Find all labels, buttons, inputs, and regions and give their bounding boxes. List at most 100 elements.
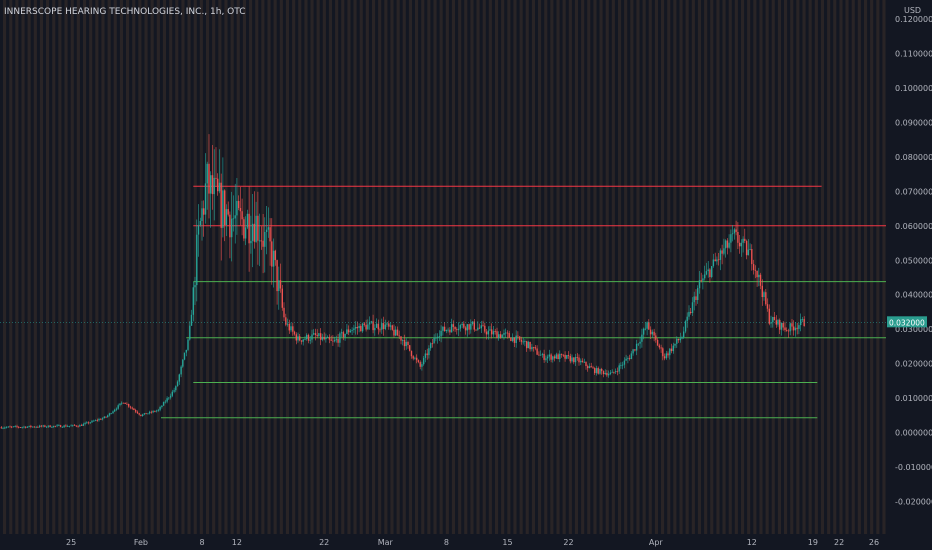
candle-body: [56, 425, 58, 427]
candle-body: [508, 333, 510, 338]
candle-body: [142, 414, 144, 416]
candle-body: [264, 232, 266, 247]
candle-body: [374, 327, 376, 331]
candle-body: [466, 324, 468, 331]
candle-body: [213, 177, 215, 195]
candle-body: [529, 341, 531, 350]
session-band: [679, 0, 683, 534]
session-band: [64, 0, 68, 534]
session-band: [550, 0, 554, 534]
candle-body: [372, 321, 374, 331]
session-band: [169, 0, 173, 534]
candle-body: [86, 422, 88, 424]
time-tick-label: Mar: [378, 538, 394, 547]
candle-body: [377, 323, 379, 330]
candle-body: [135, 410, 137, 412]
candle-body: [26, 426, 29, 428]
candle-body: [197, 225, 200, 235]
candle-body: [110, 413, 112, 415]
candle-body: [257, 215, 259, 241]
session-band: [864, 0, 868, 534]
candle-body: [745, 241, 748, 256]
candle-body: [16, 426, 18, 427]
candle-body: [733, 229, 736, 234]
session-band: [716, 0, 720, 534]
session-band: [267, 0, 271, 534]
horizontal-levels[interactable]: [161, 185, 886, 419]
candle-body: [421, 364, 423, 367]
candle-body: [267, 227, 269, 230]
candle-body: [539, 354, 542, 356]
candle-body: [171, 391, 173, 396]
candle-body: [89, 422, 91, 424]
candle-body: [491, 329, 493, 335]
candle-body: [363, 323, 365, 325]
candle-body: [768, 308, 770, 324]
candle-body: [105, 416, 107, 418]
candle-body: [335, 339, 338, 341]
price-tick-label: 0.120000: [895, 15, 932, 24]
candle-body: [683, 331, 685, 338]
candle-body: [206, 163, 208, 184]
candle-body: [316, 335, 318, 337]
candle-body: [51, 427, 53, 428]
candle-body: [98, 419, 100, 421]
candle-body: [484, 325, 486, 332]
candle-body: [159, 407, 161, 410]
session-band: [581, 0, 585, 534]
candle-body: [360, 326, 362, 332]
session-band: [372, 0, 376, 534]
candle-body: [311, 334, 313, 340]
candle-body: [503, 333, 505, 335]
candle-body: [129, 406, 132, 408]
session-band: [175, 0, 179, 534]
candle-body: [456, 329, 458, 331]
candle-body: [541, 353, 544, 355]
candle-body: [54, 425, 57, 427]
candle-body: [457, 328, 460, 331]
candle-body: [519, 336, 521, 340]
candle-body: [334, 340, 336, 342]
candle-body: [705, 271, 708, 275]
candle-body: [189, 325, 191, 340]
candle-body: [248, 213, 250, 244]
session-band: [427, 0, 431, 534]
candle-body: [164, 401, 166, 403]
candle-body: [224, 190, 226, 226]
candle-body: [543, 353, 545, 360]
candle-body: [40, 425, 43, 427]
candle-body: [75, 425, 77, 427]
candle-body: [461, 323, 463, 326]
candle-body: [737, 232, 739, 243]
candle-body: [718, 259, 720, 261]
session-band: [642, 0, 646, 534]
candle-body: [126, 403, 128, 405]
candle-body: [784, 327, 786, 330]
time-axis-background[interactable]: [0, 534, 886, 550]
candle-body: [587, 366, 589, 369]
candle-body: [9, 426, 11, 428]
candle-body: [306, 334, 308, 339]
session-band: [249, 0, 253, 534]
candle-body: [169, 395, 172, 398]
candle-body: [536, 348, 538, 355]
session-band: [538, 0, 542, 534]
candle-body: [314, 333, 317, 335]
candle-body: [594, 368, 596, 374]
candle-body: [168, 397, 170, 399]
candle-body: [772, 317, 774, 323]
price-axis-background[interactable]: [886, 0, 932, 550]
candle-body: [84, 423, 86, 425]
candle-body: [328, 337, 331, 340]
candle-body: [304, 338, 306, 340]
candle-body: [218, 182, 221, 192]
candle-body: [145, 413, 147, 415]
candle-body: [620, 365, 622, 366]
candle-body: [87, 422, 90, 424]
candle-body: [660, 347, 662, 349]
candle-body: [293, 331, 296, 335]
candle-body: [342, 332, 345, 338]
session-band: [574, 0, 578, 534]
